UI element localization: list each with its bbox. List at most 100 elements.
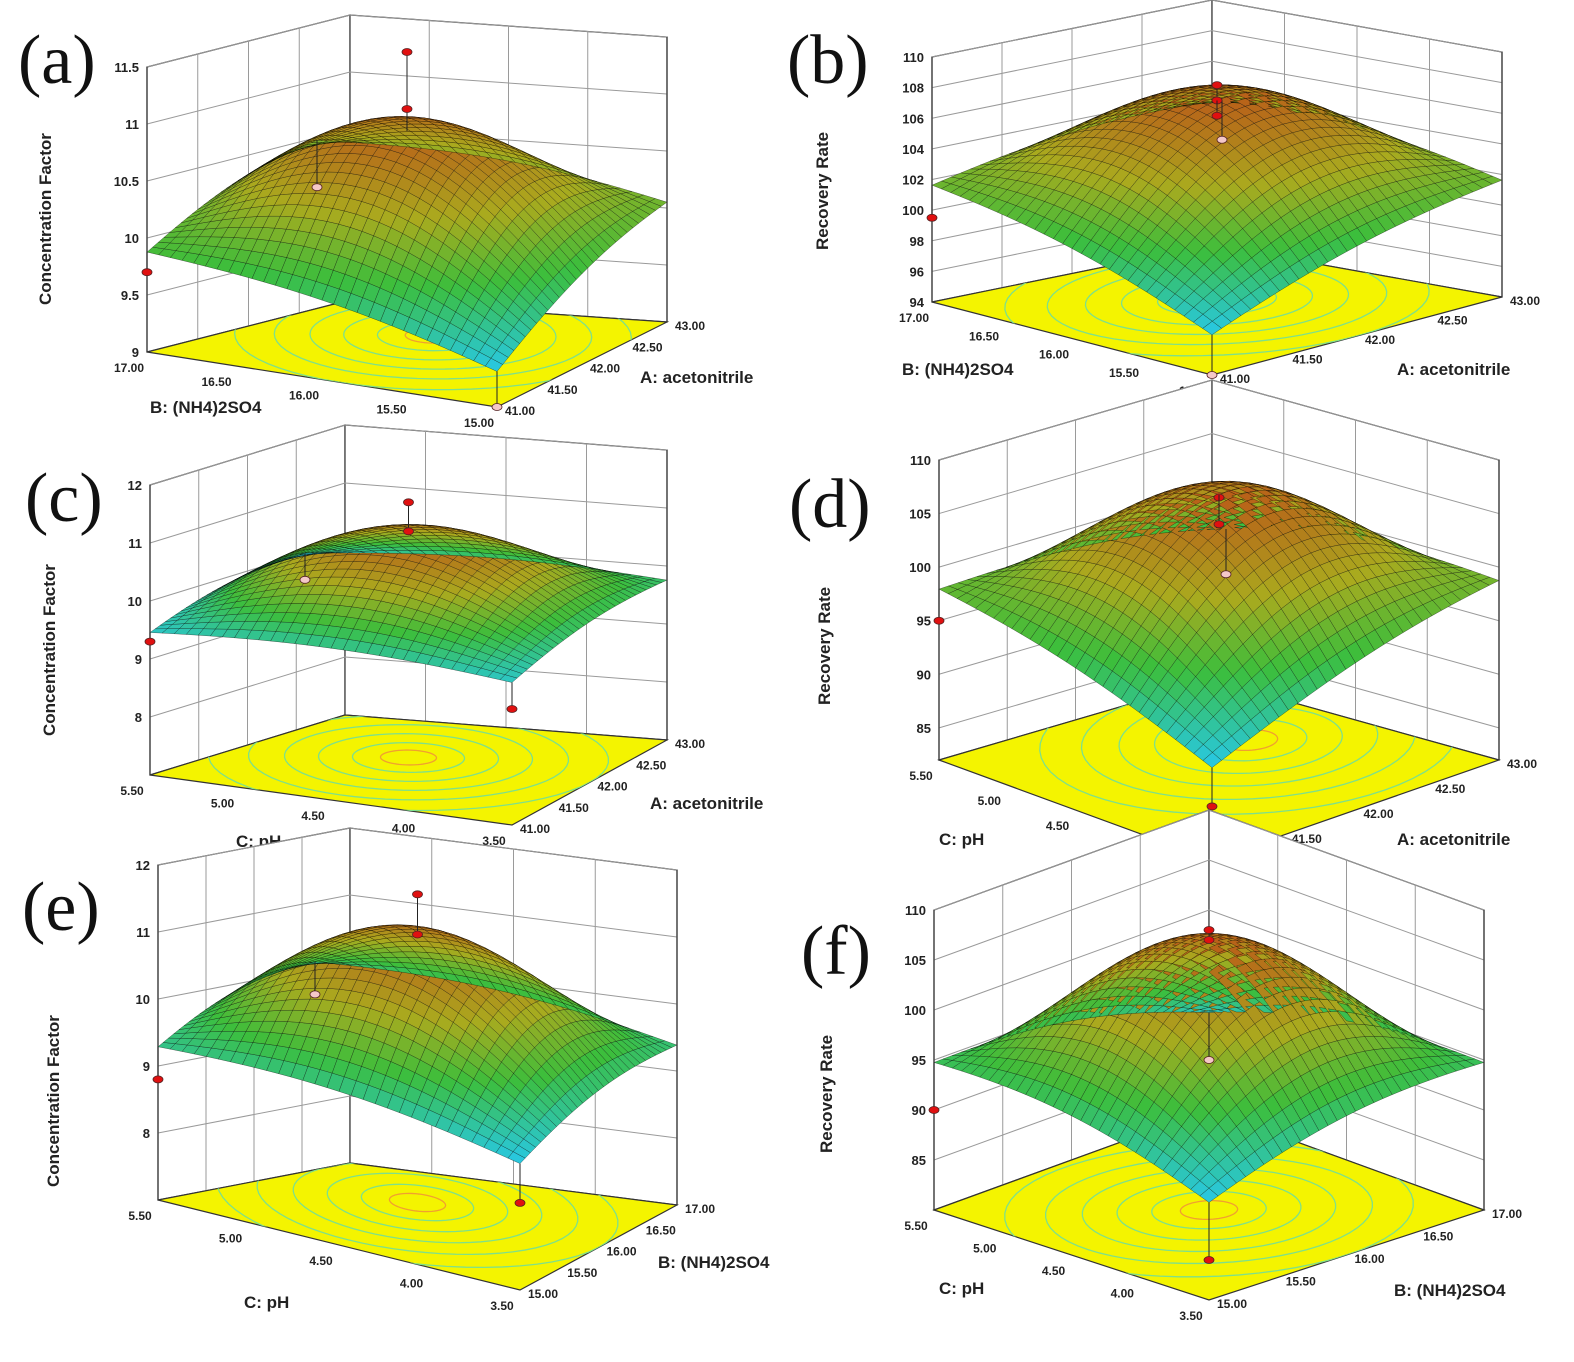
design-point xyxy=(152,1075,164,1084)
panel-b: (b) 41.0041.5042.0042.5043.0015.0015.501… xyxy=(787,0,1574,440)
z-tick-label: 10 xyxy=(125,231,139,246)
contour-line xyxy=(233,300,633,391)
contour-line xyxy=(256,1163,579,1256)
surface-mesh xyxy=(933,932,1485,1203)
x-axis-label: A: acetonitrile xyxy=(1397,360,1511,379)
design-point xyxy=(514,1198,526,1207)
z-tick-label: 108 xyxy=(902,81,924,96)
z-gridline xyxy=(931,60,1503,119)
surface-cell xyxy=(658,1040,678,1048)
y-axis-label: B: (NH4)2SO4 xyxy=(902,360,1014,379)
z-tick-label: 9 xyxy=(132,345,139,360)
z-tick-label: 98 xyxy=(910,234,924,249)
panel-letter: (b) xyxy=(787,22,869,99)
design-point xyxy=(309,990,321,999)
y-tick-label: 16.50 xyxy=(969,329,999,343)
z-tick-label: 106 xyxy=(902,111,924,126)
x-tick-label: 43.00 xyxy=(1507,757,1537,771)
panel-c: (c) 41.00 41.50 42.00 42.50 43.00 3.50 4.00 4.5… xyxy=(0,424,787,865)
y-tick-label: 16.50 xyxy=(201,375,231,389)
x-tick-label: 42.50 xyxy=(633,340,663,354)
z-tick-label: 110 xyxy=(905,903,926,918)
x-tick-label: 17.00 xyxy=(1492,1207,1522,1221)
y-tick-label: 4.00 xyxy=(392,822,416,836)
z-gridline xyxy=(938,433,1500,515)
design-points xyxy=(141,48,503,411)
contour-line xyxy=(351,742,466,773)
z-tick-label: 105 xyxy=(904,953,926,968)
y-axis-label: B: (NH4)2SO4 xyxy=(150,398,262,417)
z-tick-label: 9.5 xyxy=(121,288,139,303)
design-point xyxy=(299,575,311,584)
surface-plot: 41.0041.5042.0042.5043.0015.0015.5016.00… xyxy=(114,14,706,430)
contour-line xyxy=(1179,1199,1239,1221)
z-tick-label: 100 xyxy=(904,1003,926,1018)
contour-line xyxy=(388,1192,447,1213)
y-tick-label: 4.50 xyxy=(1042,1264,1066,1278)
z-tick-label: 94 xyxy=(910,295,925,310)
z-tick-label: 8 xyxy=(143,1126,150,1141)
panel-letter: (f) xyxy=(801,913,871,990)
y-tick-label: 3.50 xyxy=(1179,1309,1203,1323)
panel-a: (a) 41.00 41.50 42.00 42.50 43.00 15.00 15.50 1… xyxy=(0,0,787,440)
z-gridline xyxy=(933,909,1485,1011)
surface-plot: 15.0015.5016.0016.5017.003.504.004.505.0… xyxy=(128,827,715,1313)
design-point xyxy=(412,930,423,939)
surface-plot: 41.0041.5042.0042.5043.003.504.004.505.0… xyxy=(909,379,1537,883)
z-tick-label: 9 xyxy=(135,652,142,667)
z-tick-label: 110 xyxy=(910,453,931,468)
z-tick-label: 11.5 xyxy=(114,60,139,75)
x-tick-label: 41.00 xyxy=(505,404,535,418)
z-tick-label: 9 xyxy=(143,1059,150,1074)
z-tick-label: 95 xyxy=(912,1053,926,1068)
floor-tick-labels: 41.0041.5042.0042.5043.0015.0015.5016.00… xyxy=(114,60,706,430)
z-tick-label: 95 xyxy=(917,614,931,629)
x-tick-label: 41.50 xyxy=(1293,353,1323,367)
x-tick-label: 41.50 xyxy=(548,383,578,397)
floor-tick-labels: 15.0015.5016.0016.5017.003.504.004.505.0… xyxy=(128,858,715,1313)
x-tick-label: 42.00 xyxy=(1364,807,1394,821)
x-tick-label: 15.50 xyxy=(1286,1275,1316,1289)
y-tick-label: 5.50 xyxy=(128,1209,152,1223)
z-gridline xyxy=(933,809,1485,911)
y-tick-label: 3.50 xyxy=(482,834,506,848)
z-tick-label: 96 xyxy=(910,264,924,279)
design-point xyxy=(1213,520,1225,529)
surface-cell xyxy=(648,577,668,583)
design-points xyxy=(152,890,526,1207)
design-point xyxy=(1206,371,1218,379)
design-point xyxy=(403,527,414,536)
y-tick-label: 3.50 xyxy=(490,1299,514,1313)
surface-plot: 15.0015.5016.0016.5017.003.504.004.505.0… xyxy=(904,809,1522,1323)
panel-letter: (a) xyxy=(18,22,96,99)
design-point xyxy=(933,616,945,625)
x-tick-label: 42.50 xyxy=(636,758,666,772)
y-tick-label: 5.00 xyxy=(978,794,1002,808)
contour-line xyxy=(360,1183,475,1222)
y-tick-label: 17.00 xyxy=(899,311,929,325)
z-gridline xyxy=(146,14,668,68)
design-point xyxy=(1216,135,1228,144)
surface-mesh xyxy=(149,524,668,683)
surface-plot: 41.0041.5042.0042.5043.0015.0015.5016.00… xyxy=(899,0,1540,398)
surface-cell xyxy=(1482,175,1503,185)
surface-mesh xyxy=(146,116,668,372)
x-tick-label: 41.00 xyxy=(520,822,550,836)
x-tick-label: 15.50 xyxy=(567,1266,597,1280)
z-gridline xyxy=(157,1095,678,1139)
design-point xyxy=(403,498,414,507)
y-tick-label: 4.00 xyxy=(1111,1287,1135,1301)
panel-d: (d) 41.0041.5042.0042.5043.003.504.004.5… xyxy=(787,379,1574,883)
z-tick-label: 100 xyxy=(909,560,931,575)
floor-tick-labels: 41.0041.5042.0042.5043.0015.0015.5016.00… xyxy=(899,50,1540,398)
z-gridline xyxy=(157,894,678,938)
z-gridline xyxy=(146,71,668,125)
floor-tick-labels: 15.0015.5016.0016.5017.003.504.004.505.0… xyxy=(904,903,1522,1323)
design-point xyxy=(1206,802,1218,811)
design-point xyxy=(401,48,413,56)
panel-letter: (d) xyxy=(789,466,871,543)
x-tick-label: 17.00 xyxy=(685,1202,715,1216)
z-tick-label: 104 xyxy=(902,142,924,157)
design-point xyxy=(141,268,153,277)
z-axis-label: Concentration Factor xyxy=(40,564,59,736)
